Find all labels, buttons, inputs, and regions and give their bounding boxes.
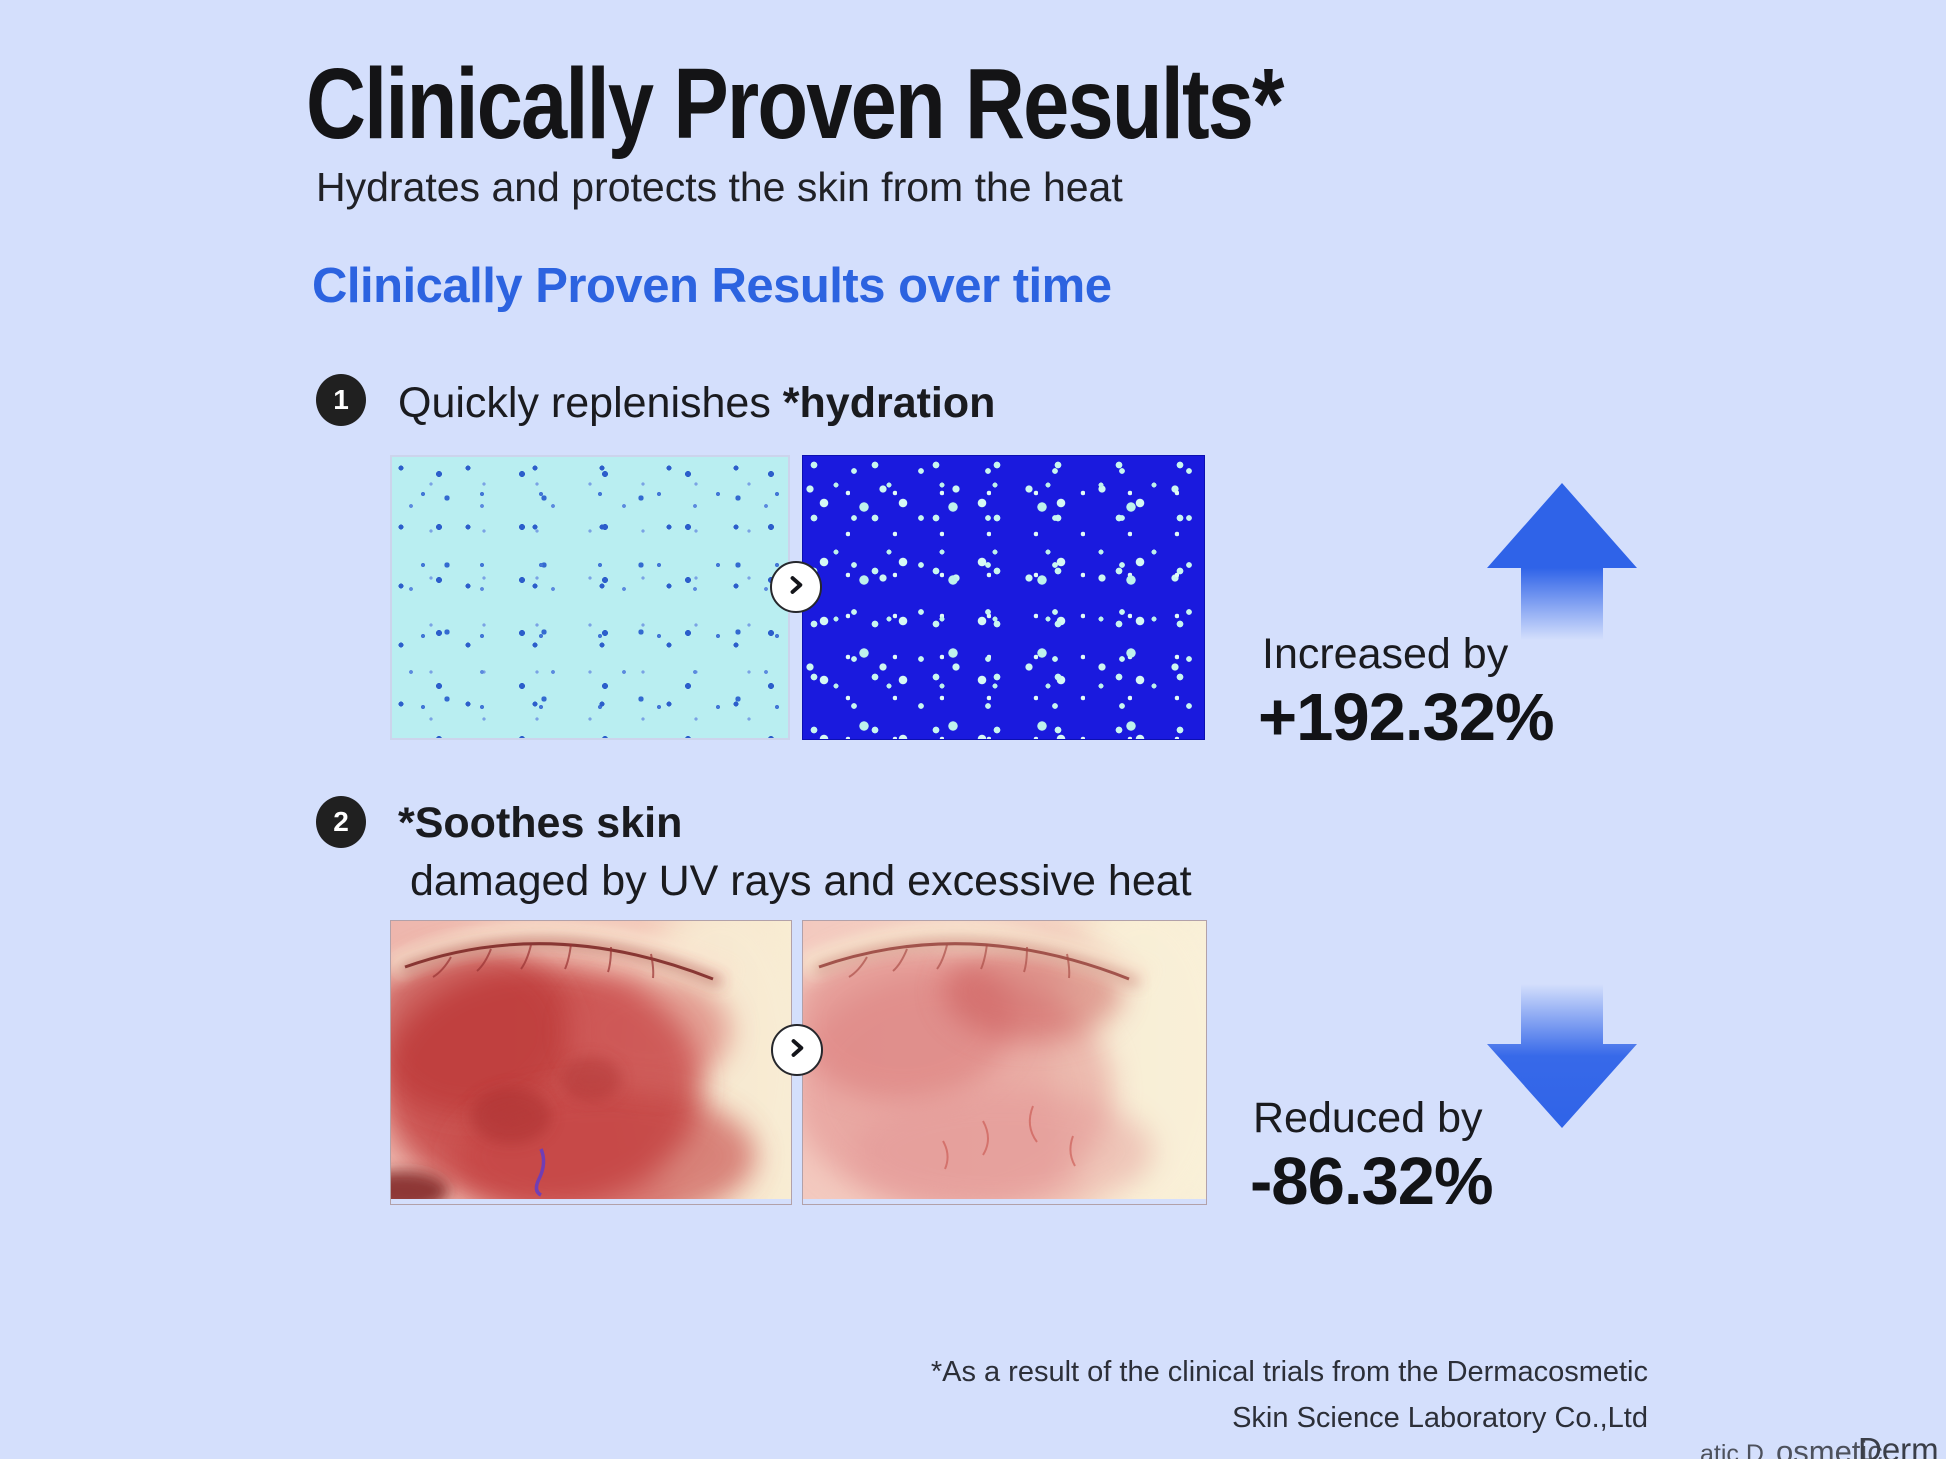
footnote-line-1: *As a result of the clinical trials from… — [930, 1356, 1648, 1388]
result-2-stat-value: -86.32% — [1250, 1144, 1494, 1219]
result-2-label-line2: damaged by UV rays and excessive heat — [410, 857, 1192, 905]
page-subtitle: Hydrates and protects the skin from the … — [316, 164, 1123, 210]
section-heading: Clinically Proven Results over time — [312, 259, 1112, 313]
before-after-next-button-2[interactable] — [771, 1024, 823, 1076]
result-1-stat-value: +192.32% — [1258, 680, 1555, 755]
chevron-right-icon — [783, 572, 809, 603]
result-1-number: 1 — [333, 384, 349, 415]
result-2-number-badge: 2 — [316, 796, 366, 848]
result-2-number: 2 — [333, 806, 349, 837]
hydration-after-image — [802, 455, 1205, 740]
decrease-arrow-icon — [1487, 984, 1637, 1133]
page-title: Clinically Proven Results* — [306, 48, 1284, 160]
result-2-label: *Soothes skin — [398, 799, 683, 847]
result-1-number-badge: 1 — [316, 374, 366, 426]
result-2-stat-label: Reduced by — [1253, 1094, 1483, 1142]
hydration-before-image — [390, 455, 790, 740]
before-after-next-button-1[interactable] — [770, 561, 822, 613]
redness-before-image — [358, 901, 811, 1224]
result-1-label: Quickly replenishes *hydration — [398, 379, 996, 427]
watermark-text-fragment-1: atic D — [1700, 1440, 1764, 1459]
redness-after-image — [793, 901, 1233, 1221]
watermark-text-fragment-3: Derm — [1858, 1431, 1939, 1459]
footnote-line-2: Skin Science Laboratory Co.,Ltd — [1232, 1402, 1648, 1434]
watermark-text-fragment-2: osmetic — [1776, 1434, 1883, 1459]
increase-arrow-icon — [1487, 483, 1637, 645]
chevron-right-icon — [784, 1035, 810, 1066]
result-1-stat-label: Increased by — [1262, 630, 1509, 678]
clinical-trial-footnote: *As a result of the clinical trials from… — [800, 1349, 1648, 1441]
